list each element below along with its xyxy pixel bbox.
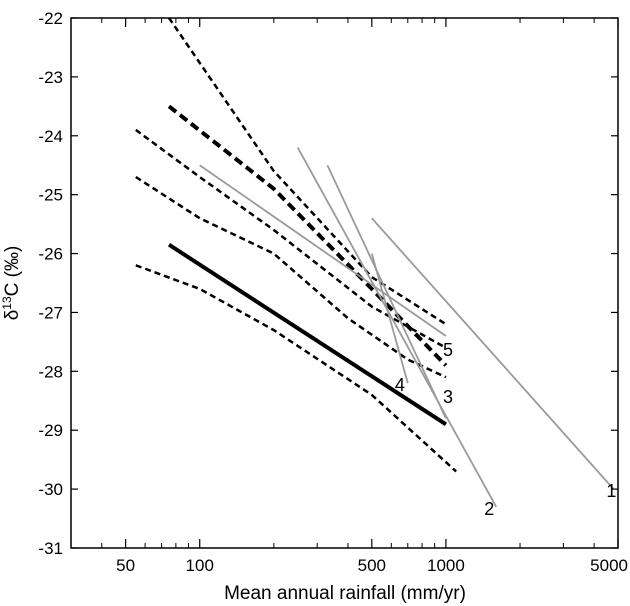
y-tick-label: -30 — [38, 480, 63, 499]
series-line-7 — [371, 217, 615, 490]
x-tick-label: 5000 — [590, 556, 628, 575]
y-axis-label-delta: δ — [2, 310, 23, 321]
line-labels: 1 2 3 4 5 — [395, 340, 617, 519]
line-label-2: 2 — [484, 499, 494, 519]
y-tick-label: -24 — [38, 127, 63, 146]
series-line-11 — [199, 164, 447, 337]
y-tick-label: -28 — [38, 362, 63, 381]
plot-frame — [70, 17, 619, 549]
y-tick-label: -22 — [38, 9, 63, 28]
series-line-1 — [167, 17, 447, 326]
x-tick-label: 50 — [116, 556, 135, 575]
series-line-6 — [167, 243, 447, 426]
y-tick-label: -25 — [38, 186, 63, 205]
y-tick-label: -23 — [38, 68, 63, 87]
series-line-3 — [135, 128, 447, 349]
x-tick-label: 1000 — [427, 556, 465, 575]
y-tick-label: -31 — [38, 539, 63, 558]
y-axis-label-sup: 13 — [0, 296, 14, 310]
y-tick-label: -27 — [38, 303, 63, 322]
axis-ticks — [71, 17, 619, 549]
series-line-2 — [167, 104, 448, 367]
x-tick-label: 500 — [358, 556, 386, 575]
series-line-4 — [135, 175, 447, 379]
line-label-3: 3 — [443, 387, 453, 407]
y-tick-label: -29 — [38, 421, 63, 440]
y-tick-label: -26 — [38, 245, 63, 264]
x-axis-label: Mean annual rainfall (mm/yr) — [224, 583, 466, 604]
y-axis-label-rest: C (‰) — [2, 246, 23, 297]
tick-labels: -31 -30 -29 -28 -27 -26 -25 -24 -23 -22 50 100 500 10… — [38, 9, 628, 575]
x-tick-label: 100 — [186, 556, 214, 575]
series-line-9 — [326, 164, 447, 419]
line-label-1: 1 — [606, 481, 616, 501]
series-line-5 — [135, 264, 457, 473]
series-line-10 — [370, 253, 409, 384]
plot-lines — [135, 17, 615, 508]
line-label-5: 5 — [443, 340, 453, 360]
line-label-4: 4 — [395, 375, 405, 395]
series-line-8 — [296, 147, 497, 508]
y-axis-label: δ13C (‰) — [0, 246, 23, 321]
